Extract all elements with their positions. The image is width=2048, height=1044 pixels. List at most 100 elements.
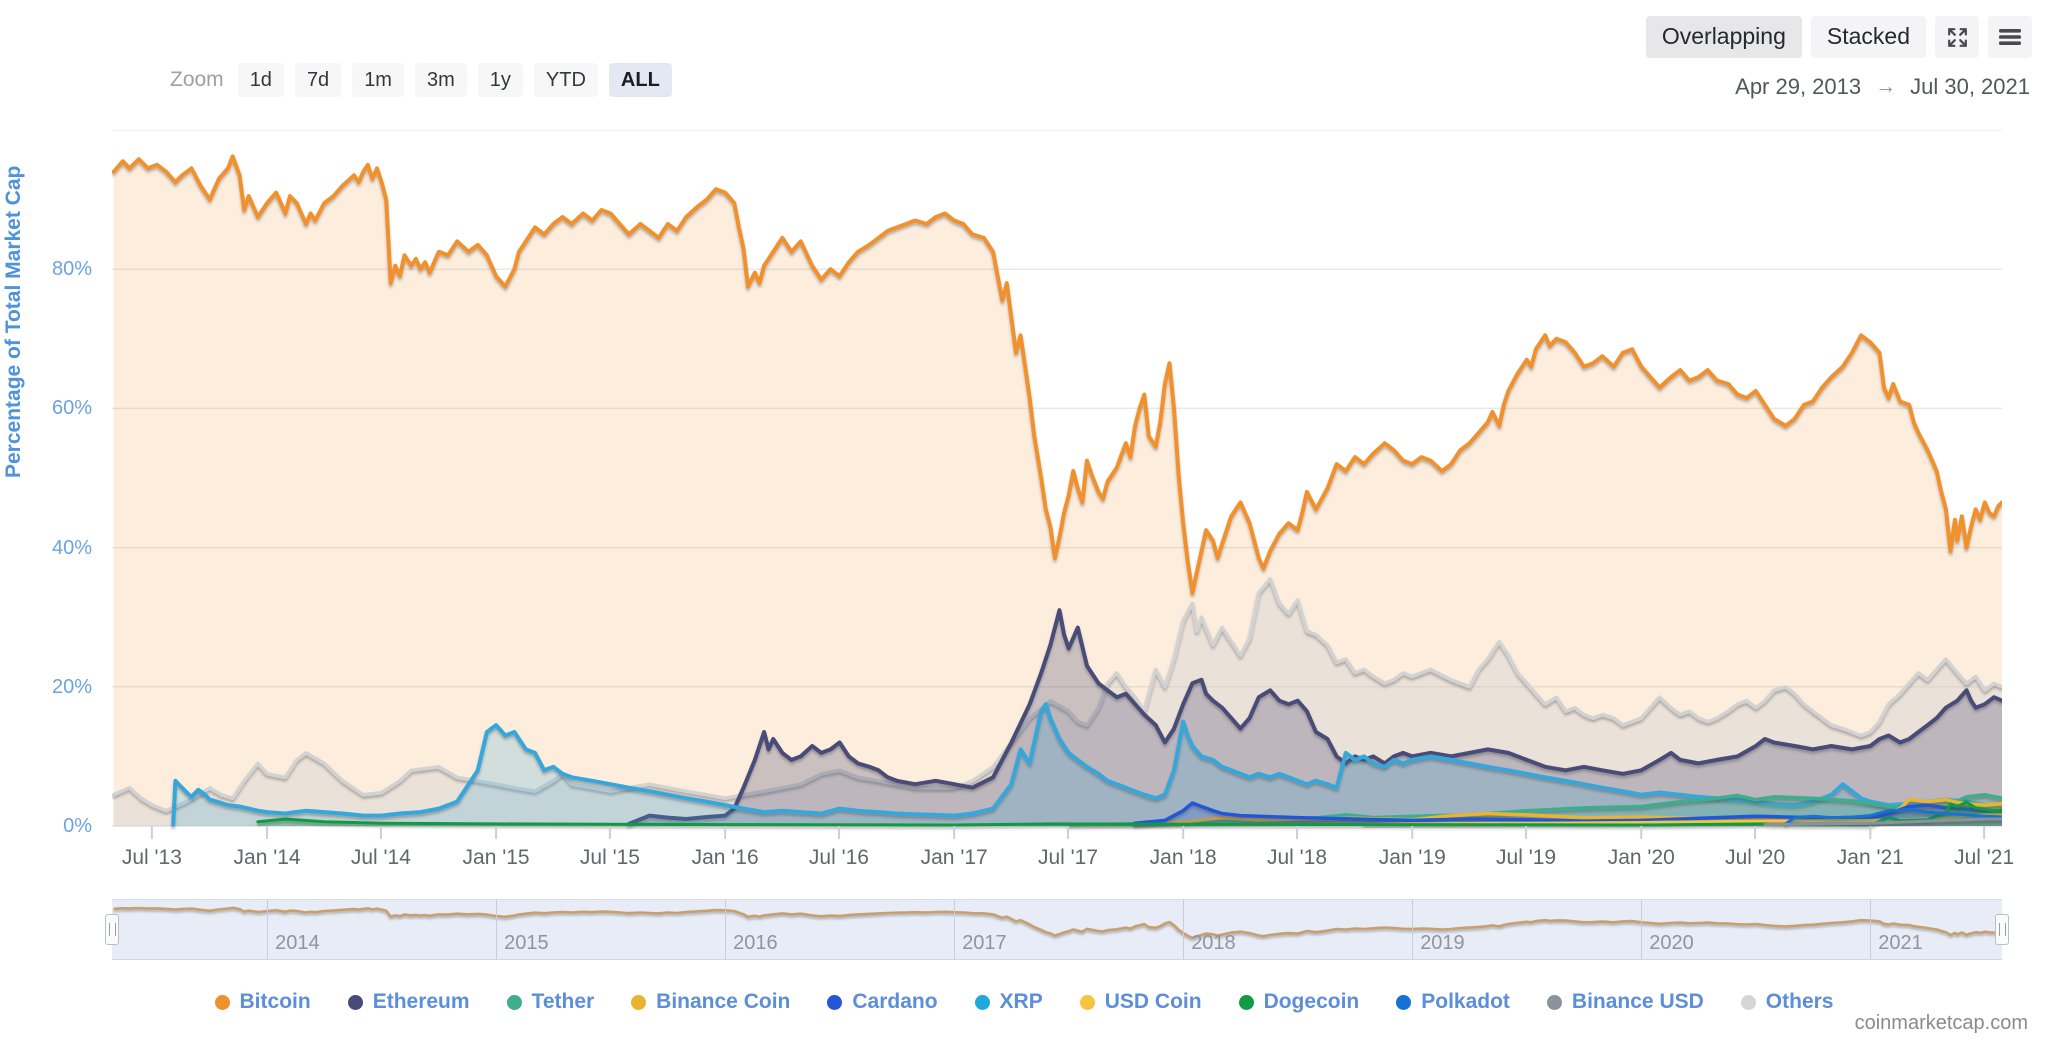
x-tick-label: Jul '21 [1954,846,2015,869]
grip-icon [1998,923,2006,936]
y-tick-label: 40% [51,536,92,559]
navigator-year-gridline [1183,900,1185,959]
overlapping-mode-button[interactable]: Overlapping [1645,16,1802,58]
y-tick-label: 20% [51,675,92,698]
x-tick-label: Jul '15 [579,846,640,869]
navigator-right-handle[interactable] [1995,914,2009,945]
navigator-year-label: 2014 [275,932,320,954]
zoom-button-1d[interactable]: 1d [237,63,284,97]
navigator-year-label: 2019 [1420,932,1465,954]
fullscreen-icon [1945,25,1970,50]
navigator-year-gridline [1870,900,1872,959]
legend-dot-icon [506,994,522,1010]
legend-dot-icon [974,994,990,1010]
x-tick-label: Jul '14 [350,846,411,869]
navigator-year-gridline [1412,900,1414,959]
legend-dot-icon [1079,994,1095,1010]
x-tick-label: Jul '20 [1725,846,1786,869]
zoom-range-buttons: 1d 7d 1m 3m 1y YTD ALL [237,63,672,97]
zoom-button-all[interactable]: ALL [608,63,672,97]
legend-item-polkadot[interactable]: Polkadot [1396,990,1510,1014]
legend-item-cardano[interactable]: Cardano [827,990,938,1014]
navigator-year-label: 2017 [962,932,1007,954]
legend-item-tether[interactable]: Tether [506,990,595,1014]
x-tick-label: Jan '15 [462,846,530,869]
legend-item-label: Tether [531,990,595,1013]
legend-dot-icon [1740,994,1756,1010]
x-tick-label: Jan '17 [920,846,988,869]
legend-item-usd-coin[interactable]: USD Coin [1079,990,1202,1014]
chart-legend: Bitcoin Ethereum Tether Binance Coin Cardano… [0,990,2048,1014]
main-chart-plot[interactable] [112,130,2002,842]
y-axis-title: Percentage of Total Market Cap [2,165,25,478]
navigator-year-label: 2020 [1649,932,1694,954]
stacked-mode-button[interactable]: Stacked [1810,16,1926,58]
legend-item-label: Dogecoin [1263,990,1360,1013]
x-tick-label: Jul '13 [121,846,182,869]
legend-item-bitcoin[interactable]: Bitcoin [214,990,311,1014]
x-tick-label: Jul '19 [1496,846,1557,869]
legend-item-label: USD Coin [1104,990,1202,1013]
legend-dot-icon [1396,994,1412,1010]
legend-item-others[interactable]: Others [1740,990,1834,1014]
legend-dot-icon [214,994,230,1010]
zoom-button-7d[interactable]: 7d [294,63,342,97]
legend-item-label: XRP [999,990,1043,1013]
date-range[interactable]: Apr 29, 2013 → Jul 30, 2021 [1735,74,2030,100]
x-tick-label: Jul '18 [1266,846,1328,869]
navigator-year-label: 2015 [504,932,549,954]
legend-item-dogecoin[interactable]: Dogecoin [1238,990,1360,1014]
zoom-button-1y[interactable]: 1y [477,63,523,97]
navigator-mini-chart [113,906,2003,940]
zoom-button-3m[interactable]: 3m [414,63,467,97]
x-tick-label: Jan '18 [1149,846,1217,869]
legend-dot-icon [1238,994,1254,1010]
fullscreen-button[interactable] [1935,16,1979,58]
legend-item-label: Polkadot [1421,990,1510,1013]
y-tick-label: 60% [51,397,92,420]
legend-item-binance-coin[interactable]: Binance Coin [631,990,790,1014]
legend-dot-icon [827,994,843,1010]
mode-buttons: Overlapping Stacked [1645,16,1926,58]
legend-item-label: Binance USD [1571,990,1704,1013]
zoom-button-1m[interactable]: 1m [352,63,404,97]
navigator-left-handle[interactable] [105,914,119,945]
watermark: coinmarketcap.com [1854,1012,2028,1034]
hamburger-menu-icon [1997,26,2023,48]
legend-item-label: Binance Coin [656,990,791,1013]
legend-dot-icon [347,994,363,1010]
x-tick-label: Jan '19 [1378,846,1446,869]
x-tick-label: Jan '21 [1836,846,1904,869]
grip-icon [108,923,116,936]
date-range-end[interactable]: Jul 30, 2021 [1910,74,2030,99]
x-tick-label: Jan '14 [233,846,301,869]
legend-item-label: Others [1765,990,1834,1013]
legend-item-label: Ethereum [372,990,470,1013]
x-tick-label: Jan '20 [1607,846,1675,869]
navigator-year-label: 2018 [1191,932,1236,954]
legend-item-xrp[interactable]: XRP [974,990,1043,1014]
navigator-year-gridline [954,900,956,959]
legend-dot-icon [1546,994,1562,1010]
date-range-start[interactable]: Apr 29, 2013 [1735,74,1862,99]
x-tick-label: Jul '17 [1037,846,1099,869]
navigator-year-label: 2021 [1878,932,1923,954]
navigator-year-label: 2016 [733,932,778,954]
arrow-right-icon: → [1875,75,1897,98]
legend-dot-icon [631,994,647,1010]
navigator-year-gridline [1641,900,1643,959]
navigator-year-gridline [725,900,727,959]
legend-item-label: Cardano [852,990,938,1013]
legend-item-ethereum[interactable]: Ethereum [347,990,470,1014]
y-tick-label: 0% [63,815,92,837]
chart-mode-toolbar: Overlapping Stacked [1645,16,2032,58]
zoom-toolbar: Zoom 1d 7d 1m 3m 1y YTD ALL [170,63,672,97]
range-navigator[interactable]: 2014 2015 2016 2017 2018 2019 2020 2021 [105,899,2009,960]
y-tick-label: 80% [51,258,92,281]
zoom-button-ytd[interactable]: YTD [533,63,598,97]
navigator-year-gridline [267,900,269,959]
legend-item-binance-usd[interactable]: Binance USD [1546,990,1704,1014]
navigator-year-gridline [496,900,498,959]
menu-button[interactable] [1988,16,2032,58]
